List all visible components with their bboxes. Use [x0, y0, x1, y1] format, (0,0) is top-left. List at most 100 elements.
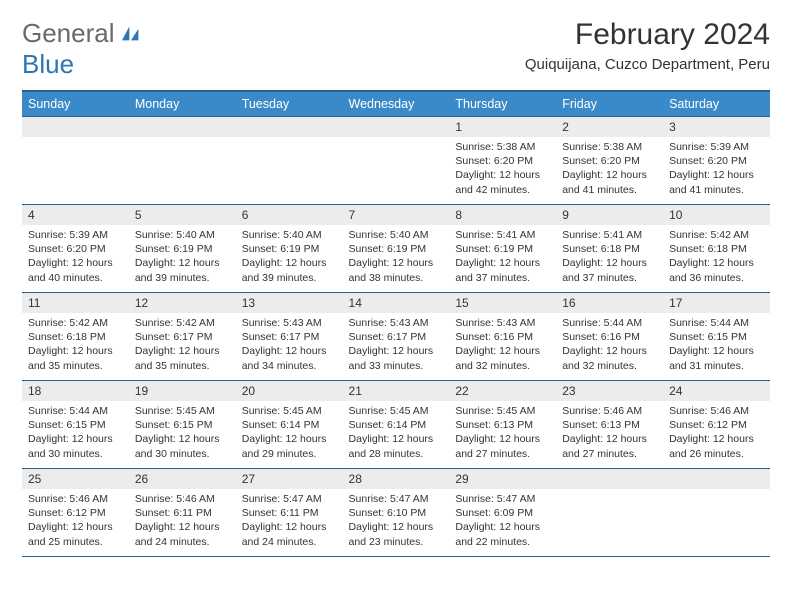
day-details: Sunrise: 5:45 AMSunset: 6:15 PMDaylight:…: [129, 401, 236, 465]
day-number: 26: [129, 469, 236, 489]
day-details: [236, 137, 343, 144]
calendar-cell: [663, 469, 770, 557]
calendar-cell: 27Sunrise: 5:47 AMSunset: 6:11 PMDayligh…: [236, 469, 343, 557]
calendar-cell: 19Sunrise: 5:45 AMSunset: 6:15 PMDayligh…: [129, 381, 236, 469]
day-number: 10: [663, 205, 770, 225]
logo: GeneralBlue: [22, 18, 143, 80]
day-number: 23: [556, 381, 663, 401]
day-number: 25: [22, 469, 129, 489]
day-details: Sunrise: 5:41 AMSunset: 6:18 PMDaylight:…: [556, 225, 663, 289]
calendar-table: SundayMondayTuesdayWednesdayThursdayFrid…: [22, 90, 770, 557]
calendar-cell: 8Sunrise: 5:41 AMSunset: 6:19 PMDaylight…: [449, 205, 556, 293]
calendar-cell: 28Sunrise: 5:47 AMSunset: 6:10 PMDayligh…: [343, 469, 450, 557]
calendar-cell: 7Sunrise: 5:40 AMSunset: 6:19 PMDaylight…: [343, 205, 450, 293]
day-number: 27: [236, 469, 343, 489]
day-details: Sunrise: 5:38 AMSunset: 6:20 PMDaylight:…: [449, 137, 556, 201]
logo-text-blue: Blue: [22, 49, 74, 79]
day-details: Sunrise: 5:47 AMSunset: 6:09 PMDaylight:…: [449, 489, 556, 553]
day-header: Sunday: [22, 91, 129, 117]
title-block: February 2024 Quiquijana, Cuzco Departme…: [525, 18, 770, 73]
day-details: Sunrise: 5:44 AMSunset: 6:16 PMDaylight:…: [556, 313, 663, 377]
day-details: Sunrise: 5:38 AMSunset: 6:20 PMDaylight:…: [556, 137, 663, 201]
day-details: Sunrise: 5:40 AMSunset: 6:19 PMDaylight:…: [129, 225, 236, 289]
calendar-cell: [343, 117, 450, 205]
day-details: Sunrise: 5:40 AMSunset: 6:19 PMDaylight:…: [343, 225, 450, 289]
day-number: 4: [22, 205, 129, 225]
calendar-cell: 6Sunrise: 5:40 AMSunset: 6:19 PMDaylight…: [236, 205, 343, 293]
calendar-cell: [129, 117, 236, 205]
calendar-cell: 23Sunrise: 5:46 AMSunset: 6:13 PMDayligh…: [556, 381, 663, 469]
day-number: 5: [129, 205, 236, 225]
day-number: 19: [129, 381, 236, 401]
day-details: Sunrise: 5:39 AMSunset: 6:20 PMDaylight:…: [22, 225, 129, 289]
day-details: Sunrise: 5:43 AMSunset: 6:17 PMDaylight:…: [343, 313, 450, 377]
day-number: 6: [236, 205, 343, 225]
day-header: Wednesday: [343, 91, 450, 117]
calendar-cell: 26Sunrise: 5:46 AMSunset: 6:11 PMDayligh…: [129, 469, 236, 557]
calendar-cell: [236, 117, 343, 205]
day-details: [663, 489, 770, 496]
day-details: Sunrise: 5:42 AMSunset: 6:18 PMDaylight:…: [22, 313, 129, 377]
day-header: Monday: [129, 91, 236, 117]
day-number: 18: [22, 381, 129, 401]
calendar-cell: 14Sunrise: 5:43 AMSunset: 6:17 PMDayligh…: [343, 293, 450, 381]
day-details: Sunrise: 5:46 AMSunset: 6:11 PMDaylight:…: [129, 489, 236, 553]
day-number: [343, 117, 450, 137]
day-number: [556, 469, 663, 489]
day-number: [129, 117, 236, 137]
day-details: [129, 137, 236, 144]
day-details: Sunrise: 5:45 AMSunset: 6:14 PMDaylight:…: [236, 401, 343, 465]
day-details: [556, 489, 663, 496]
calendar-cell: 9Sunrise: 5:41 AMSunset: 6:18 PMDaylight…: [556, 205, 663, 293]
day-number: 17: [663, 293, 770, 313]
day-details: Sunrise: 5:43 AMSunset: 6:16 PMDaylight:…: [449, 313, 556, 377]
day-details: Sunrise: 5:47 AMSunset: 6:11 PMDaylight:…: [236, 489, 343, 553]
day-details: Sunrise: 5:47 AMSunset: 6:10 PMDaylight:…: [343, 489, 450, 553]
calendar-head: SundayMondayTuesdayWednesdayThursdayFrid…: [22, 91, 770, 117]
day-number: 28: [343, 469, 450, 489]
calendar-cell: 25Sunrise: 5:46 AMSunset: 6:12 PMDayligh…: [22, 469, 129, 557]
header: GeneralBlue February 2024 Quiquijana, Cu…: [22, 18, 770, 80]
calendar-cell: 3Sunrise: 5:39 AMSunset: 6:20 PMDaylight…: [663, 117, 770, 205]
day-details: Sunrise: 5:44 AMSunset: 6:15 PMDaylight:…: [22, 401, 129, 465]
calendar-cell: 5Sunrise: 5:40 AMSunset: 6:19 PMDaylight…: [129, 205, 236, 293]
day-number: [236, 117, 343, 137]
day-header: Tuesday: [236, 91, 343, 117]
day-number: 12: [129, 293, 236, 313]
day-details: Sunrise: 5:46 AMSunset: 6:12 PMDaylight:…: [663, 401, 770, 465]
calendar-cell: [556, 469, 663, 557]
logo-sails-icon: [117, 18, 143, 49]
day-details: [343, 137, 450, 144]
day-header-row: SundayMondayTuesdayWednesdayThursdayFrid…: [22, 91, 770, 117]
day-number: 15: [449, 293, 556, 313]
calendar-week-row: 18Sunrise: 5:44 AMSunset: 6:15 PMDayligh…: [22, 381, 770, 469]
calendar-cell: 17Sunrise: 5:44 AMSunset: 6:15 PMDayligh…: [663, 293, 770, 381]
day-details: Sunrise: 5:41 AMSunset: 6:19 PMDaylight:…: [449, 225, 556, 289]
day-header: Saturday: [663, 91, 770, 117]
calendar-cell: [22, 117, 129, 205]
calendar-cell: 13Sunrise: 5:43 AMSunset: 6:17 PMDayligh…: [236, 293, 343, 381]
calendar-cell: 16Sunrise: 5:44 AMSunset: 6:16 PMDayligh…: [556, 293, 663, 381]
calendar-cell: 18Sunrise: 5:44 AMSunset: 6:15 PMDayligh…: [22, 381, 129, 469]
calendar-cell: 20Sunrise: 5:45 AMSunset: 6:14 PMDayligh…: [236, 381, 343, 469]
calendar-cell: 15Sunrise: 5:43 AMSunset: 6:16 PMDayligh…: [449, 293, 556, 381]
day-number: 24: [663, 381, 770, 401]
day-details: Sunrise: 5:42 AMSunset: 6:17 PMDaylight:…: [129, 313, 236, 377]
calendar-cell: 10Sunrise: 5:42 AMSunset: 6:18 PMDayligh…: [663, 205, 770, 293]
day-number: 22: [449, 381, 556, 401]
calendar-cell: 12Sunrise: 5:42 AMSunset: 6:17 PMDayligh…: [129, 293, 236, 381]
day-number: 9: [556, 205, 663, 225]
day-details: [22, 137, 129, 144]
day-details: Sunrise: 5:43 AMSunset: 6:17 PMDaylight:…: [236, 313, 343, 377]
location: Quiquijana, Cuzco Department, Peru: [525, 56, 770, 73]
logo-text-general: General: [22, 18, 115, 48]
day-header: Thursday: [449, 91, 556, 117]
day-number: 20: [236, 381, 343, 401]
day-number: 21: [343, 381, 450, 401]
day-details: Sunrise: 5:46 AMSunset: 6:12 PMDaylight:…: [22, 489, 129, 553]
calendar-week-row: 11Sunrise: 5:42 AMSunset: 6:18 PMDayligh…: [22, 293, 770, 381]
calendar-cell: 24Sunrise: 5:46 AMSunset: 6:12 PMDayligh…: [663, 381, 770, 469]
calendar-body: 1Sunrise: 5:38 AMSunset: 6:20 PMDaylight…: [22, 117, 770, 557]
calendar-cell: 21Sunrise: 5:45 AMSunset: 6:14 PMDayligh…: [343, 381, 450, 469]
day-number: 7: [343, 205, 450, 225]
